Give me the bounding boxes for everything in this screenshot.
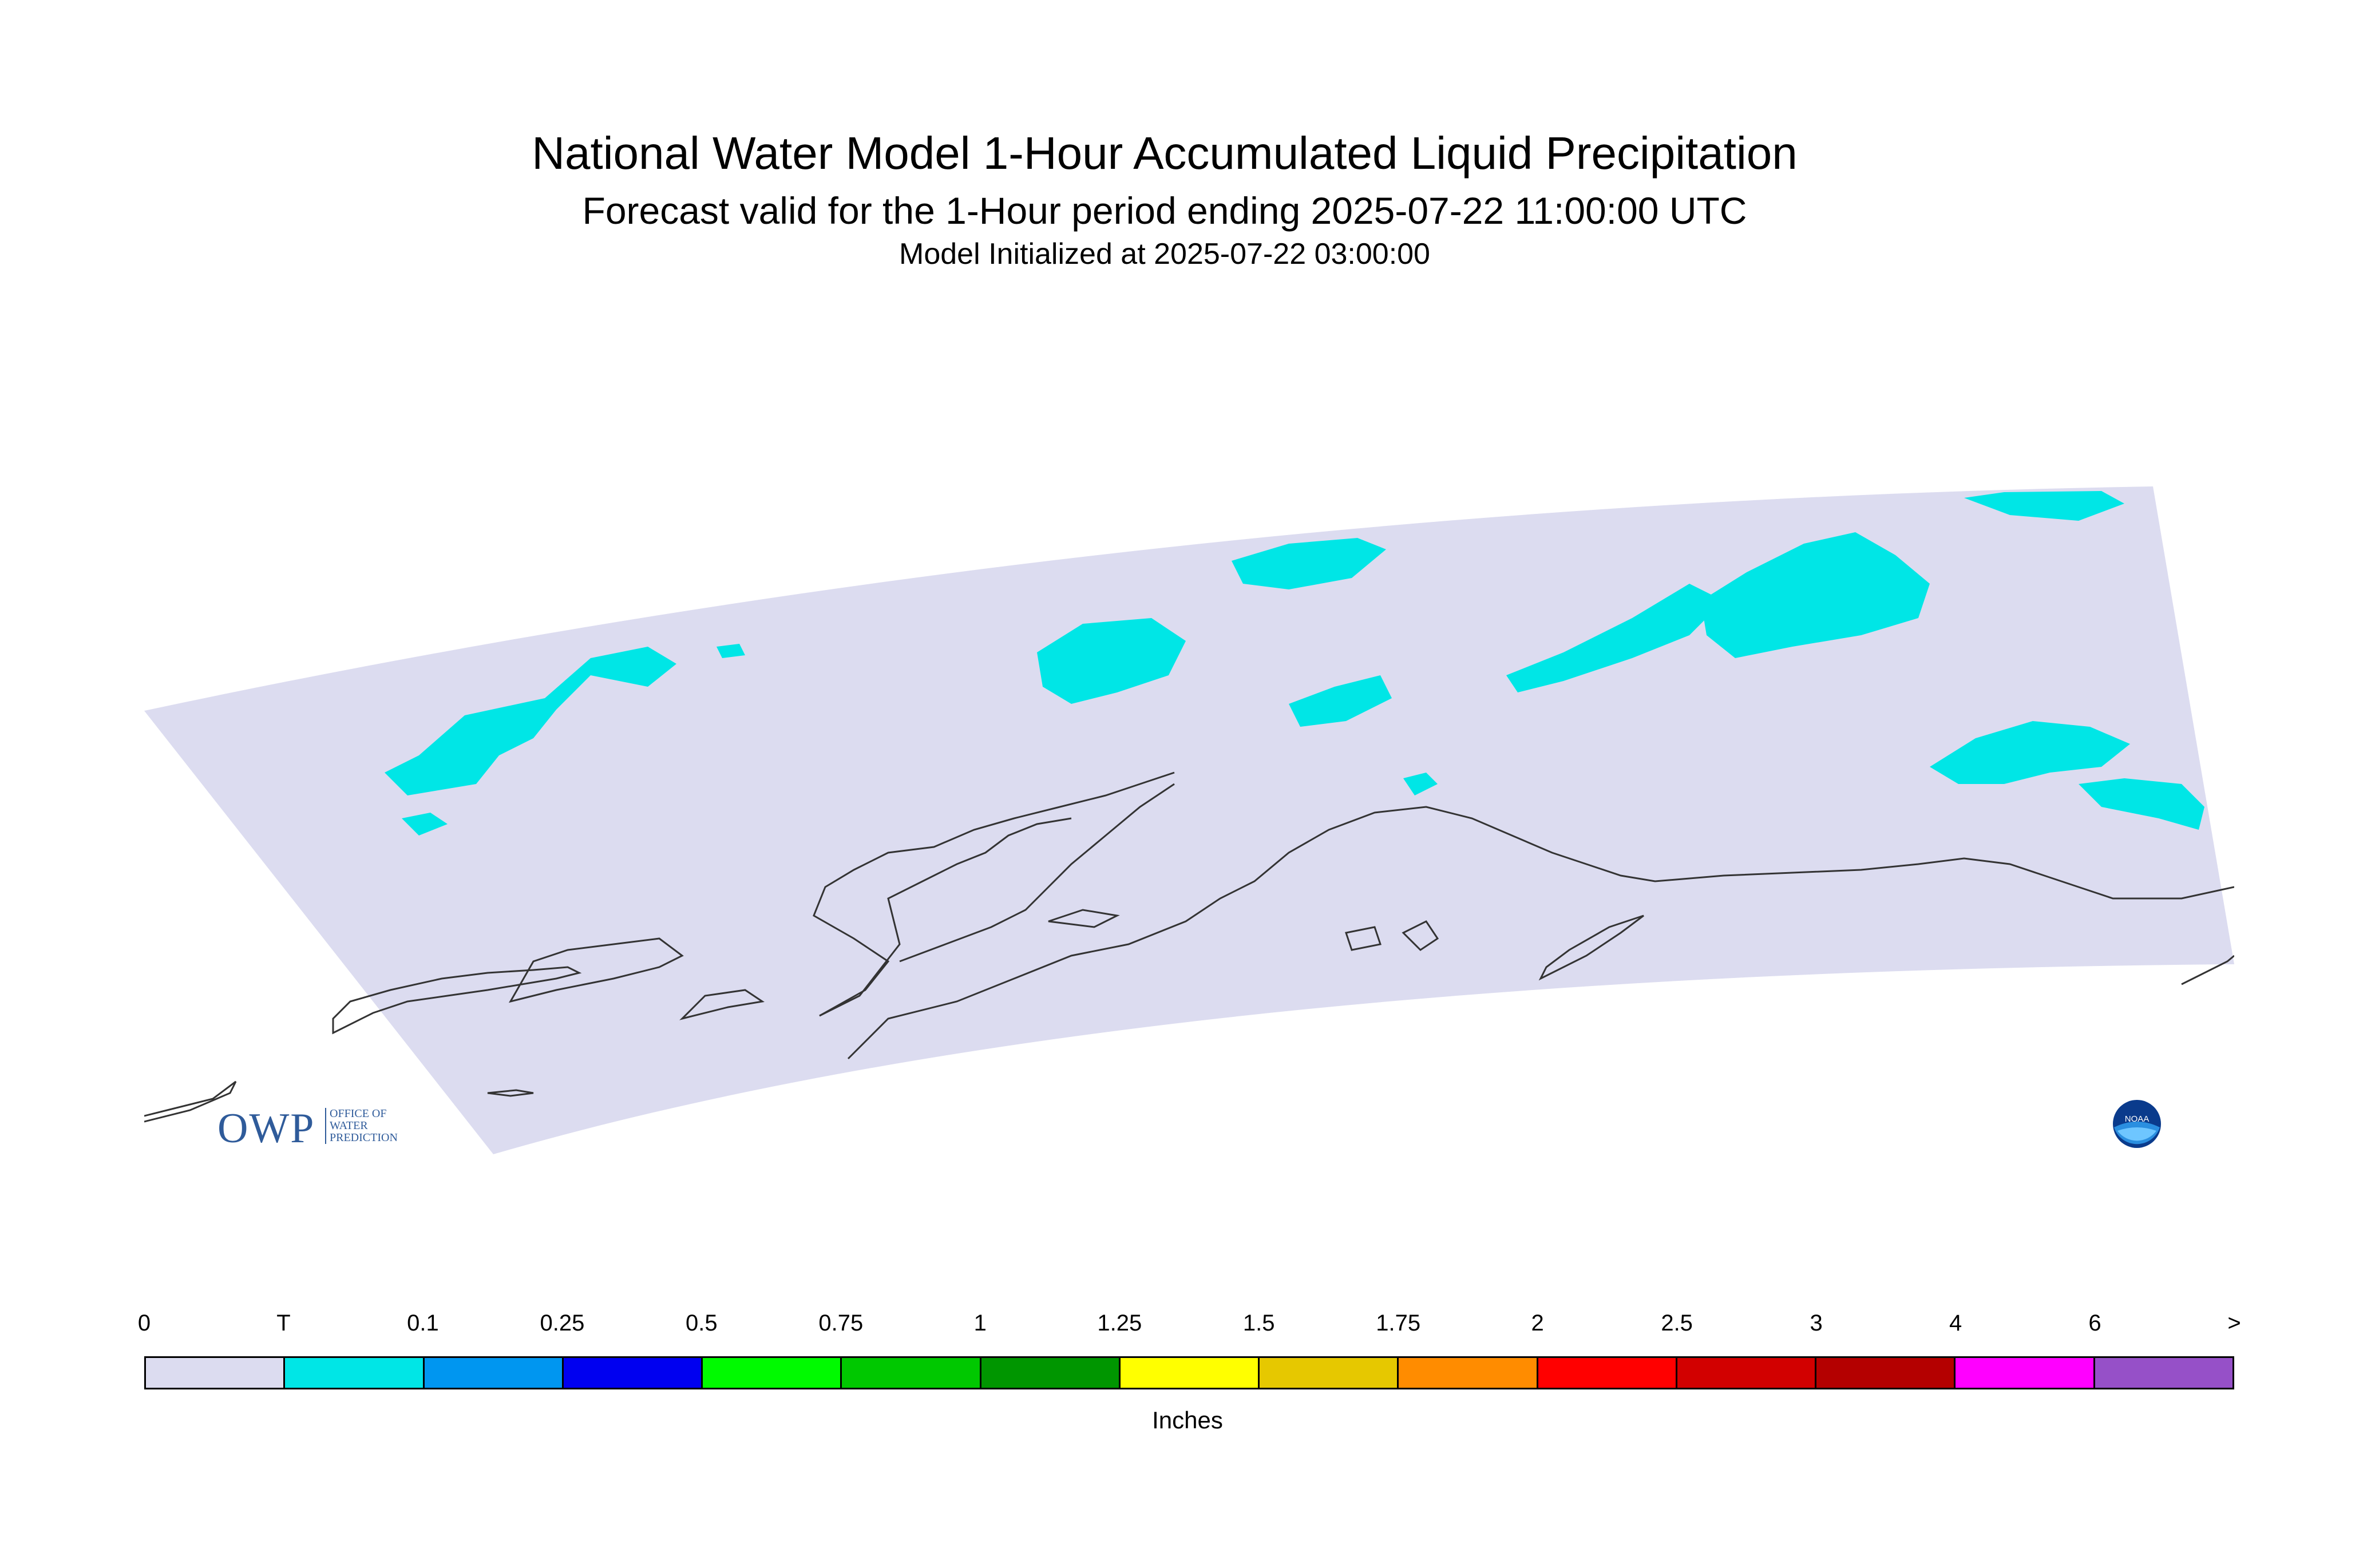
precip-area (1403, 773, 1438, 795)
precipitation-areas (385, 491, 2204, 836)
legend-swatch (1399, 1358, 1538, 1388)
precip-area (1964, 491, 2124, 521)
precip-area (1701, 532, 1930, 658)
legend-swatch (703, 1358, 842, 1388)
coastline (1048, 909, 1120, 928)
coastlines (144, 771, 2234, 1123)
noaa-logo-text: NOAA (2125, 1114, 2150, 1124)
legend-label: 6 (2088, 1310, 2101, 1336)
owp-logo-line: PREDICTION (330, 1131, 398, 1144)
legend-swatch (1120, 1358, 1260, 1388)
legend-label: 2 (1531, 1310, 1544, 1336)
precipitation-map (144, 486, 2234, 1154)
precip-area (1037, 618, 1186, 704)
legend-swatch (146, 1358, 286, 1388)
legend-labels: 0 T 0.1 0.25 0.5 0.75 1 1.25 1.5 1.75 2 2.5 3 4 6 > (0, 1310, 2375, 1345)
legend-swatch (1538, 1358, 1677, 1388)
map-title: National Water Model 1-Hour Accumulated … (532, 128, 1798, 179)
precip-area (402, 813, 448, 836)
legend-swatch (1677, 1358, 1817, 1388)
legend-colorbar (144, 1356, 2234, 1389)
legend-label: 1 (973, 1310, 987, 1336)
legend-label: T (276, 1310, 291, 1336)
legend-swatch (842, 1358, 981, 1388)
coastline (847, 806, 2234, 1060)
legend-label: 1.75 (1376, 1310, 1421, 1336)
owp-logo-main: OWP (217, 1105, 315, 1152)
legend-swatch (1816, 1358, 1956, 1388)
legend-label: 0.5 (686, 1310, 718, 1336)
legend-label: > (2227, 1310, 2241, 1336)
coastline (487, 1089, 534, 1097)
model-init-time: Model Initialized at 2025-07-22 03:00:00 (899, 237, 1430, 271)
legend-label: 1.5 (1242, 1310, 1275, 1336)
legend-label: 0 (137, 1310, 151, 1336)
precip-area (717, 644, 745, 658)
coastline (679, 989, 765, 1020)
precip-area (1930, 721, 2130, 784)
owp-logo-subtext: OFFICE OF WATER PREDICTION (325, 1108, 398, 1144)
coastline (819, 817, 1072, 1017)
owp-logo-line: OFFICE OF (330, 1107, 387, 1120)
legend-units: Inches (1152, 1407, 1223, 1434)
precip-area (385, 647, 676, 795)
legend-label: 1.25 (1097, 1310, 1142, 1336)
legend-label: 4 (1949, 1310, 1962, 1336)
legend-swatch (563, 1358, 703, 1388)
legend-label: 0.1 (407, 1310, 439, 1336)
legend-swatch (981, 1358, 1121, 1388)
legend-swatch (424, 1358, 564, 1388)
legend-label: 0.25 (540, 1310, 585, 1336)
coastline (813, 771, 1175, 1017)
map-subtitle: Forecast valid for the 1-Hour period end… (582, 189, 1747, 232)
precip-area (2079, 778, 2204, 830)
coastline (332, 966, 582, 1035)
legend-label: 2.5 (1661, 1310, 1693, 1336)
coastline (2181, 955, 2234, 985)
coastline (1345, 926, 1382, 951)
coastline (899, 783, 1175, 963)
model-domain (144, 486, 2234, 1154)
noaa-logo: NOAA (2113, 1100, 2161, 1148)
coastline (1538, 914, 1644, 981)
coastline (144, 1080, 237, 1123)
precip-area (1506, 584, 1724, 692)
coastline (508, 937, 684, 1003)
legend-swatch (285, 1358, 425, 1388)
coastline (1402, 920, 1439, 951)
legend-swatch (1956, 1358, 2095, 1388)
precip-area (1232, 538, 1386, 589)
precip-area (1289, 675, 1392, 727)
legend-label: 3 (1810, 1310, 1823, 1336)
legend-label: 0.75 (818, 1310, 864, 1336)
legend-swatch (1260, 1358, 1399, 1388)
legend-swatch (2095, 1358, 2232, 1388)
owp-logo-line: WATER (330, 1119, 368, 1132)
owp-logo: OWP OFFICE OF WATER PREDICTION (217, 1104, 398, 1153)
